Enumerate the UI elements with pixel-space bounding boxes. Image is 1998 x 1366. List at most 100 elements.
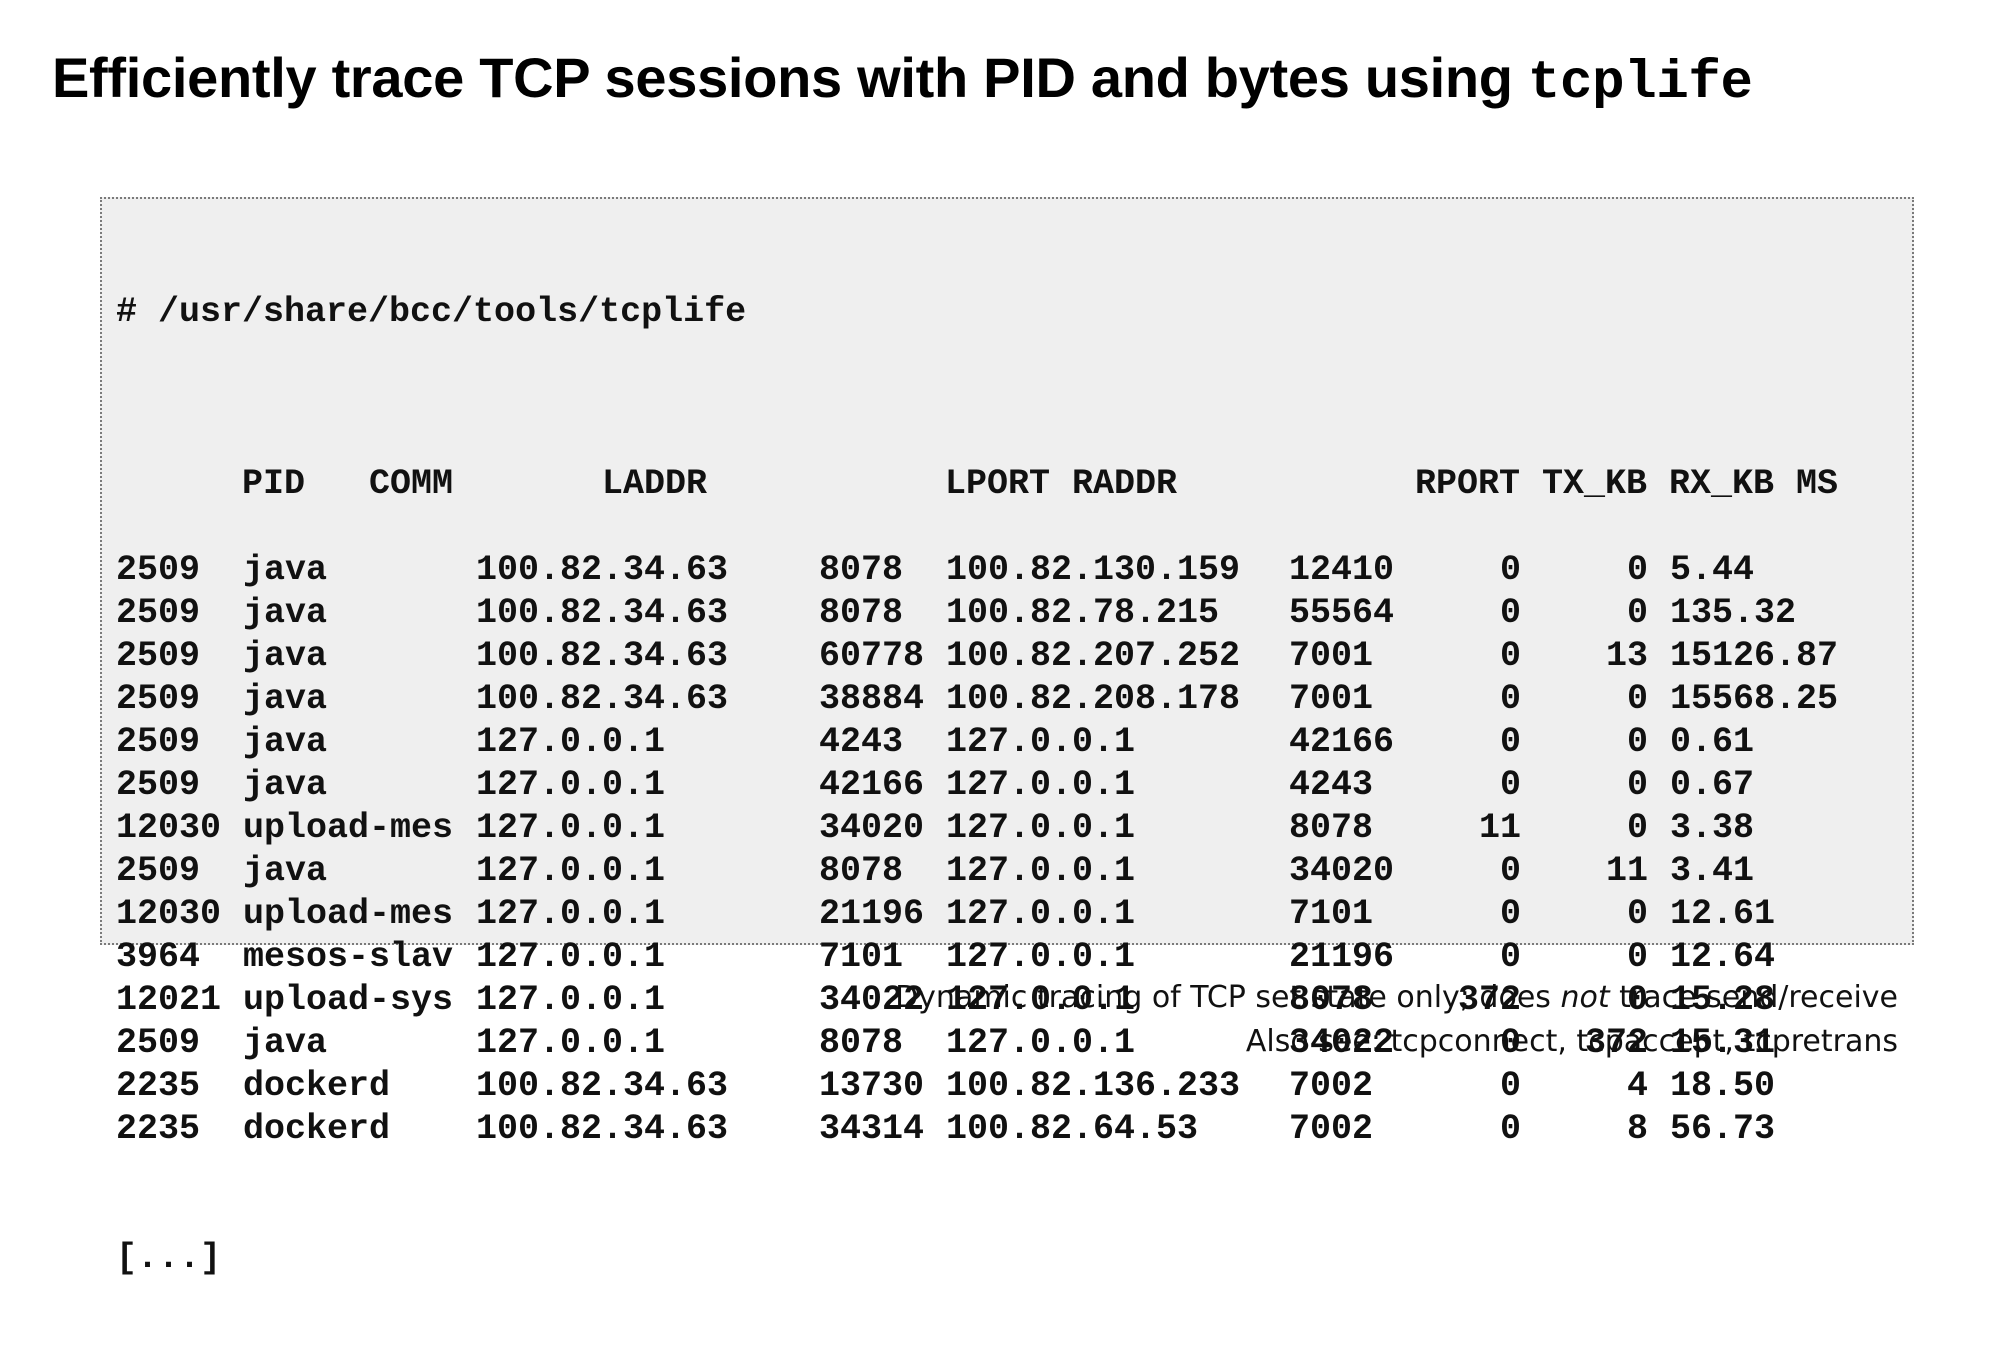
cell-rport: 12410 [1289,550,1395,590]
cell-rport: 34022 [1289,1023,1395,1063]
cell-pid: 2509 [116,636,201,676]
cell-raddr: 127.0.0.1 [946,894,1136,934]
cell-comm: java [243,722,328,762]
cell-laddr: 100.82.34.63 [476,636,729,676]
table-row: 2509 java 100.82.34.63 8078 100.82.130.159 12… [116,549,1996,592]
header-raddr: RADDR [1072,464,1178,504]
cell-comm: java [243,679,328,719]
header-tx-kb: TX_KB [1542,464,1648,504]
terminal-ellipsis: [...] [116,1238,222,1278]
cell-comm: java [243,1023,328,1063]
footnote-emphasis: not [1560,980,1610,1015]
cell-tx-kb: 0 [1499,550,1521,590]
table-row: 12021 upload-sys 127.0.0.1 34022 127.0.0.1 80… [116,979,1996,1022]
cell-lport: 34314 [819,1109,925,1149]
cell-laddr: 127.0.0.1 [476,894,666,934]
cell-tx-kb: 0 [1499,765,1521,805]
cell-rport: 8078 [1289,980,1374,1020]
title-tool-name: tcplife [1527,53,1753,114]
header-lport: LPORT [945,464,1051,504]
cell-tx-kb: 0 [1499,722,1521,762]
cell-lport: 38884 [819,679,925,719]
cell-laddr: 127.0.0.1 [476,980,666,1020]
cell-ms: 12.64 [1670,937,1776,977]
cell-rport: 34020 [1289,851,1395,891]
cell-rx-kb: 0 [1626,980,1648,1020]
cell-tx-kb: 0 [1499,1109,1521,1149]
table-row: 2235 dockerd 100.82.34.63 13730 100.82.136.2… [116,1065,1996,1108]
cell-pid: 2509 [116,593,201,633]
cell-rport: 42166 [1289,722,1395,762]
terminal-text: # /usr/share/bcc/tools/tcplife PID COMM LA… [116,205,1996,1366]
table-row: 2235 dockerd 100.82.34.63 34314 100.82.64.53… [116,1108,1996,1151]
cell-lport: 8078 [819,593,904,633]
cell-rx-kb: 8 [1626,1109,1648,1149]
cell-rport: 55564 [1289,593,1395,633]
header-rx-kb: RX_KB [1669,464,1775,504]
cell-tx-kb: 0 [1499,1023,1521,1063]
table-row: 2509 java 100.82.34.63 8078 100.82.78.215 555… [116,592,1996,635]
cell-tx-kb: 11 [1478,808,1521,848]
cell-comm: dockerd [243,1109,391,1149]
cell-ms: 12.61 [1670,894,1776,934]
cell-raddr: 100.82.208.178 [946,679,1241,719]
cell-ms: 0.61 [1670,722,1755,762]
footnote-line-1-end: trace send/receive [1609,980,1898,1015]
cell-comm: java [243,593,328,633]
terminal-output-box: # /usr/share/bcc/tools/tcplife PID COMM LA… [100,197,1914,1278]
cell-comm: upload-mes [243,894,454,934]
cell-laddr: 127.0.0.1 [476,937,666,977]
cell-lport: 7101 [819,937,904,977]
cell-tx-kb: 0 [1499,1066,1521,1106]
cell-laddr: 100.82.34.63 [476,679,729,719]
cell-lport: 8078 [819,1023,904,1063]
cell-laddr: 127.0.0.1 [476,851,666,891]
cell-comm: dockerd [243,1066,391,1106]
cell-raddr: 100.82.207.252 [946,636,1241,676]
cell-rx-kb: 11 [1605,851,1648,891]
cell-lport: 34022 [819,980,925,1020]
cell-lport: 13730 [819,1066,925,1106]
cell-lport: 21196 [819,894,925,934]
cell-comm: java [243,851,328,891]
cell-ms: 15126.87 [1670,636,1839,676]
cell-ms: 15.31 [1670,1023,1776,1063]
cell-raddr: 100.82.78.215 [946,593,1220,633]
cell-rport: 8078 [1289,808,1374,848]
cell-rport: 7002 [1289,1109,1374,1149]
footnote-line-1-start: Dynamic tracing of TCP set state only; d… [895,980,1561,1015]
header-comm: COMM [369,464,454,504]
header-laddr: LADDR [602,464,708,504]
footnote-line-1: Dynamic tracing of TCP set state only; d… [895,976,1898,1020]
cell-raddr: 127.0.0.1 [946,937,1136,977]
cell-laddr: 100.82.34.63 [476,550,729,590]
cell-rx-kb: 4 [1626,1066,1648,1106]
cell-comm: java [243,550,328,590]
cell-ms: 56.73 [1670,1109,1776,1149]
cell-tx-kb: 372 [1457,980,1521,1020]
cell-laddr: 127.0.0.1 [476,808,666,848]
cell-laddr: 100.82.34.63 [476,1109,729,1149]
cell-lport: 8078 [819,851,904,891]
cell-tx-kb: 0 [1499,593,1521,633]
cell-rx-kb: 0 [1626,722,1648,762]
table-row: 12030 upload-mes 127.0.0.1 34020 127.0.0.1 80… [116,807,1996,850]
cell-laddr: 127.0.0.1 [476,1023,666,1063]
table-row: 2509 java 127.0.0.1 8078 127.0.0.1 34022 0 372 1… [116,1022,1996,1065]
cell-rx-kb: 0 [1626,765,1648,805]
cell-pid: 2235 [116,1109,201,1149]
title-text: Efficiently trace TCP sessions with PID … [52,46,1528,109]
table-row: 3964 mesos-slav 127.0.0.1 7101 127.0.0.1 2119… [116,936,1996,979]
cell-rx-kb: 372 [1584,1023,1648,1063]
cell-raddr: 100.82.64.53 [946,1109,1199,1149]
cell-rport: 4243 [1289,765,1374,805]
cell-raddr: 127.0.0.1 [946,851,1136,891]
cell-laddr: 127.0.0.1 [476,765,666,805]
cell-laddr: 100.82.34.63 [476,1066,729,1106]
slide-title: Efficiently trace TCP sessions with PID … [52,40,1753,122]
terminal-command: # /usr/share/bcc/tools/tcplife [116,292,747,332]
cell-rport: 21196 [1289,937,1395,977]
cell-ms: 3.38 [1670,808,1755,848]
cell-rx-kb: 0 [1626,679,1648,719]
cell-ms: 15568.25 [1670,679,1839,719]
